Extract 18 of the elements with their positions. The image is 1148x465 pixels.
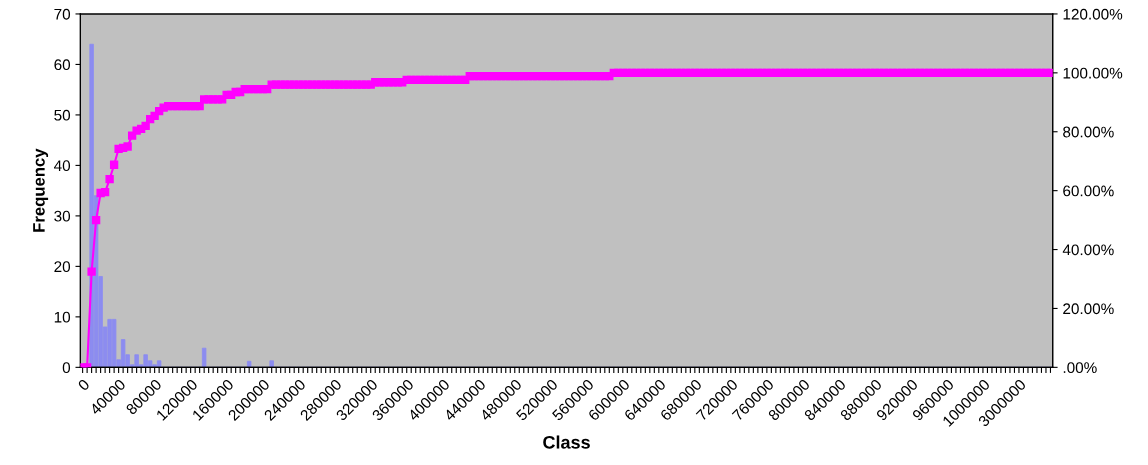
y-tick-label: 0 (62, 362, 71, 374)
y-axis-title: Frequency (33, 148, 49, 232)
y-tick-label: 60 (54, 59, 71, 71)
x-tick-label: 0 (77, 378, 91, 392)
y2-tick-label: 20.00% (1063, 303, 1114, 315)
x-axis-title: Class (543, 435, 590, 449)
y-tick-label: 70 (54, 8, 71, 20)
y2-tick-label: 60.00% (1063, 185, 1114, 197)
y2-tick-label: 120.00% (1063, 8, 1123, 20)
y2-tick-label: 80.00% (1063, 126, 1114, 138)
y-tick-label: 20 (54, 261, 71, 273)
y-tick-label: 10 (54, 311, 71, 323)
y-tick-label: 40 (54, 160, 71, 172)
y2-tick-label: 40.00% (1062, 244, 1114, 256)
y2-tick-label: .00% (1063, 362, 1097, 374)
y-tick-label: 30 (54, 210, 71, 222)
y2-tick-label: 100.00% (1063, 67, 1123, 79)
y-tick-label: 50 (54, 109, 71, 121)
